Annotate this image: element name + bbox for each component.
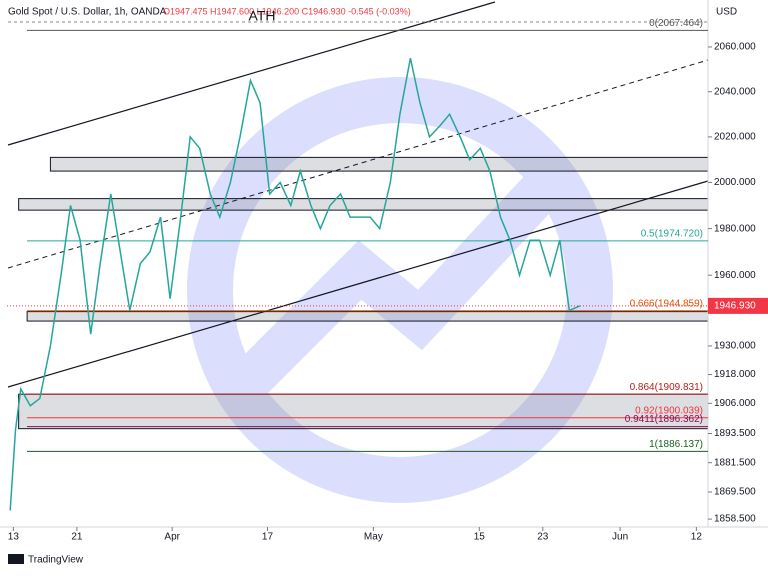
fib-label: 0.92(1900.039) xyxy=(635,405,703,416)
brand-logo xyxy=(8,554,24,564)
zones xyxy=(18,156,709,430)
y-tick-label: 1858.500 xyxy=(714,514,756,525)
brand: TradingView xyxy=(28,555,84,566)
y-tick-label: 2000.000 xyxy=(714,177,756,188)
y-tick-label: 2040.000 xyxy=(714,86,756,97)
zone xyxy=(49,156,709,172)
fib-label: 0.666(1944.859) xyxy=(630,298,703,309)
x-tick-label: 15 xyxy=(474,532,486,543)
fib-label: 0.864(1909.831) xyxy=(630,382,703,393)
zone xyxy=(18,393,709,430)
y-tick-label: 1881.500 xyxy=(714,457,756,468)
zone xyxy=(26,311,709,322)
channel-upper xyxy=(7,1,496,146)
fib-label: 0(2067.464) xyxy=(649,18,703,29)
title: Gold Spot / U.S. Dollar, 1h, OANDA xyxy=(8,7,167,18)
y-tick-label: 2020.000 xyxy=(714,132,756,143)
x-tick-label: 17 xyxy=(262,532,274,543)
x-tick-label: 12 xyxy=(691,532,703,543)
fib-label: 1(1886.137) xyxy=(649,439,703,450)
x-tick-label: Jun xyxy=(612,532,628,543)
zone xyxy=(18,198,709,211)
y-tick-label: 1960.000 xyxy=(714,270,756,281)
x-tick-label: 13 xyxy=(8,532,20,543)
x-tick-label: May xyxy=(364,532,383,543)
fib-label: 0.9411(1896.362) xyxy=(625,414,703,425)
y-tick-label: 2060.000 xyxy=(714,42,756,53)
y-tick-label: 1906.000 xyxy=(714,398,756,409)
ath-label: ATH xyxy=(249,8,276,24)
channel-lower xyxy=(7,180,709,388)
x-tick-label: Apr xyxy=(164,532,180,543)
last-price-label: 1946.930 xyxy=(714,301,756,312)
last-price-box xyxy=(708,297,768,314)
price-line xyxy=(9,57,581,511)
fib-label: 0.5(1974.720) xyxy=(641,229,703,240)
y-tick-label: 1869.500 xyxy=(714,487,756,498)
watermark-ring xyxy=(187,77,613,503)
currency: USD xyxy=(716,7,737,18)
x-tick-label: 23 xyxy=(537,532,549,543)
channel-middle xyxy=(7,59,709,269)
y-tick-label: 1930.000 xyxy=(714,341,756,352)
x-tick-label: 21 xyxy=(71,532,83,543)
ohlc: O1947.475 H1947.600 L1946.200 C1946.930 … xyxy=(163,6,411,16)
y-tick-label: 1980.000 xyxy=(714,223,756,234)
y-tick-label: 1893.500 xyxy=(714,428,756,439)
y-tick-label: 1918.000 xyxy=(714,369,756,380)
